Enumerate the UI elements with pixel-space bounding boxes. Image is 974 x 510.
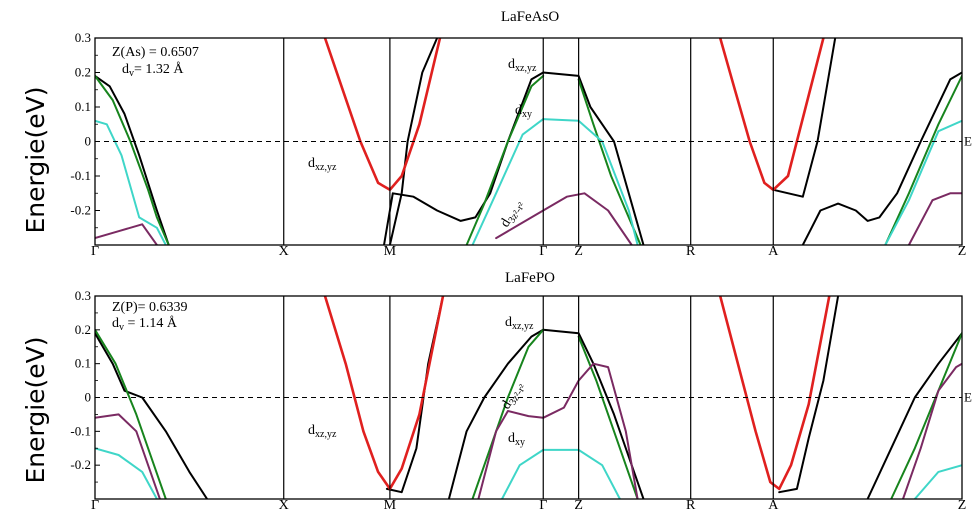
band-line xyxy=(385,296,444,494)
k-point-label: X xyxy=(279,498,289,510)
k-point-label: X xyxy=(279,244,289,259)
axis-layer: E 0.3 0.2 0.1 0 -0.1 -0.2 Γ X M Γ Z R A Z xyxy=(70,288,972,510)
k-point-label: Γ xyxy=(91,498,99,510)
band-line xyxy=(542,118,639,245)
band-line xyxy=(447,328,545,499)
band-line xyxy=(907,192,962,245)
k-point-label: M xyxy=(384,498,397,510)
annotations: Z(P)= 0.6339 dv = 1.14 Å dxz,yz dxz,yz d… xyxy=(112,300,534,448)
y-tick-label: -0.2 xyxy=(70,457,91,472)
panel-lafepo: LaFePO E 0.3 0.2 0.1 0 -0.1 -0.2 Γ X M Γ Z R A Z Z(P)=… xyxy=(70,270,972,510)
k-point-label: Z xyxy=(574,244,583,259)
label-dxzyz-top: dxz,yz xyxy=(505,315,534,332)
band-line xyxy=(884,74,962,245)
band-line xyxy=(477,362,639,499)
band-line xyxy=(718,38,825,192)
fermi-label: E xyxy=(964,134,972,149)
y-tick-label: -0.1 xyxy=(70,168,91,183)
band-line xyxy=(323,296,445,491)
label-d3z2r2: d3z²-r² xyxy=(498,197,528,231)
band-line xyxy=(495,192,633,245)
band-line xyxy=(718,296,831,491)
info-dv: dv = 1.14 Å xyxy=(112,315,178,333)
data-layer xyxy=(95,38,962,245)
band-line xyxy=(95,119,167,245)
band-line xyxy=(95,74,170,245)
band-line xyxy=(772,38,837,198)
fermi-label: E xyxy=(964,390,972,405)
info-zas: Z(As) = 0.6507 xyxy=(112,45,199,60)
info-dv: dv= 1.32 Å xyxy=(122,61,184,79)
band-line xyxy=(542,71,645,245)
axis-layer: E 0.3 0.2 0.1 0 -0.1 -0.2 Γ X M Γ Z R A Z xyxy=(70,30,972,259)
band-line xyxy=(913,464,962,499)
band-line xyxy=(778,296,840,494)
band-line xyxy=(866,332,962,499)
panel-title: LaFeAsO xyxy=(501,9,559,25)
band-line xyxy=(501,448,545,499)
label-dxzyz-m: dxz,yz xyxy=(308,156,337,173)
y-tick-label: 0.1 xyxy=(75,356,91,371)
panel-lafeaso: LaFeAsO E 0.3 0.2 0.1 0 -0.1 -0.2 Γ X M Γ Z R A Z Z(As… xyxy=(70,9,972,259)
annotations: Z(As) = 0.6507 dv= 1.32 Å dxz,yz dxz,yz … xyxy=(112,45,537,231)
label-dxy: dxy xyxy=(508,431,525,448)
band-line xyxy=(542,448,621,499)
band-line xyxy=(388,38,439,245)
band-line xyxy=(471,328,545,499)
band-line xyxy=(383,71,545,245)
panel-title: LaFePO xyxy=(505,270,555,286)
y-tick-label: 0.1 xyxy=(75,99,91,114)
y-tick-label: 0.3 xyxy=(75,288,91,303)
y-tick-label: 0.3 xyxy=(75,30,91,45)
band-line xyxy=(95,74,170,245)
y-tick-label: 0.2 xyxy=(75,322,91,337)
k-point-label: Γ xyxy=(91,244,99,259)
k-point-label: R xyxy=(686,498,696,510)
y-tick-label: 0 xyxy=(85,390,92,405)
band-line xyxy=(884,119,962,245)
label-dxzyz-top: dxz,yz xyxy=(508,57,537,74)
y-tick-label: -0.1 xyxy=(70,423,91,438)
k-point-label: Γ xyxy=(539,244,547,259)
k-point-label: Γ xyxy=(539,498,547,510)
band-line xyxy=(95,447,158,499)
label-dxzyz-m: dxz,yz xyxy=(308,423,337,440)
data-layer xyxy=(95,296,962,499)
k-point-label: A xyxy=(768,498,779,510)
k-point-label: M xyxy=(384,244,397,259)
k-point-label: Z xyxy=(574,498,583,510)
y-axis-label-bottom: Energie(eV) xyxy=(21,336,50,483)
band-line xyxy=(323,38,442,192)
band-line xyxy=(465,74,545,245)
k-point-label: A xyxy=(768,244,779,259)
k-point-label: Z xyxy=(958,498,967,510)
band-line xyxy=(542,328,645,499)
y-tick-label: 0.2 xyxy=(75,65,91,80)
band-line xyxy=(890,332,962,499)
y-tick-label: -0.2 xyxy=(70,203,91,218)
band-line xyxy=(95,223,158,245)
band-line xyxy=(801,71,962,245)
info-zp: Z(P)= 0.6339 xyxy=(112,300,188,315)
k-point-label: R xyxy=(686,244,696,259)
band-line xyxy=(95,328,167,499)
y-axis-label-top: Energie(eV) xyxy=(21,86,50,233)
k-point-label: Z xyxy=(958,244,967,259)
y-tick-label: 0 xyxy=(85,134,92,149)
band-line xyxy=(471,118,545,245)
band-line xyxy=(902,362,962,499)
band-line xyxy=(95,413,161,499)
